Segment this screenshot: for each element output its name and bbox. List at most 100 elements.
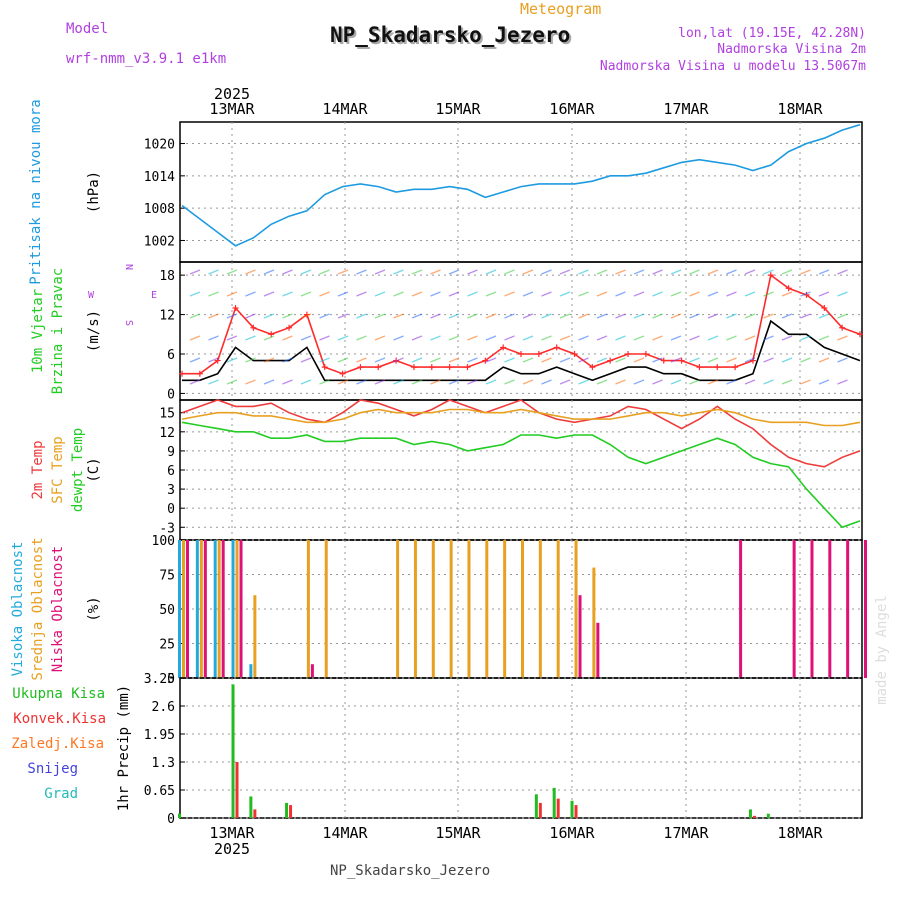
wind-direction-arrow — [541, 335, 552, 341]
cloud-ytick-label: 25 — [159, 638, 175, 653]
wind-direction-arrow — [393, 313, 404, 319]
wind-direction-arrow — [263, 379, 275, 385]
wind-gust-marker — [410, 364, 417, 371]
wind-gust-marker — [464, 364, 471, 371]
cloud-mid_cloud-bar — [574, 540, 578, 678]
cloud-side-label: Srednja Oblacnost — [30, 537, 46, 680]
wind-direction-arrow — [448, 313, 460, 319]
xtick-label-bottom: 16MAR — [549, 824, 595, 842]
wind-gust-marker — [660, 357, 667, 364]
wind-gust-marker — [625, 351, 632, 357]
cloud-low_cloud-bar — [310, 664, 314, 678]
wind-direction-arrow — [522, 379, 534, 385]
wind-direction-arrow — [522, 269, 534, 275]
cloud-high_cloud-bar — [213, 540, 217, 678]
precip-ytick-label: 1.95 — [144, 728, 175, 743]
pressure-ytick-label: 1002 — [144, 234, 175, 249]
wind-direction-arrow — [763, 379, 774, 385]
wind-direction-arrow — [596, 357, 608, 363]
xtick-label-top: 16MAR — [549, 100, 595, 118]
wind-direction-arrow — [559, 335, 571, 341]
wind-gust-marker — [553, 344, 560, 351]
wind-gust-marker — [857, 331, 863, 338]
precip-conv_precip-bar — [253, 809, 257, 818]
wind-direction-arrow — [541, 379, 552, 385]
wind-direction-arrow — [781, 379, 793, 385]
wind-direction-arrow — [726, 379, 737, 385]
wind-direction-arrow — [208, 291, 219, 297]
wind-gust-marker — [196, 370, 203, 377]
wind-direction-arrow — [763, 313, 774, 319]
wind-direction-arrow — [763, 357, 774, 363]
wind-direction-arrow — [504, 313, 515, 319]
wind-direction-arrow — [245, 313, 256, 319]
wind-direction-arrow — [263, 335, 275, 341]
wind-gust-marker — [232, 305, 239, 311]
precip-legend-label: Snijeg — [27, 761, 78, 777]
wind-direction-arrow — [430, 335, 441, 341]
precip-total_precip-bar — [552, 787, 556, 818]
wind-direction-arrow — [726, 357, 737, 363]
wind-direction-arrow — [467, 269, 478, 275]
wind-direction-arrow — [226, 379, 238, 385]
wind-direction-arrow — [448, 291, 460, 297]
wind-direction-arrow — [485, 291, 497, 297]
cloud-mid_cloud-bar — [521, 540, 524, 678]
wind-direction-arrow — [411, 335, 423, 341]
wind-direction-arrow — [300, 335, 312, 341]
wind-direction-arrow — [541, 269, 552, 275]
wind-direction-arrow — [578, 335, 589, 341]
wind-gust-marker — [571, 351, 578, 357]
cloud-high_cloud-bar — [195, 540, 199, 678]
wind-direction-arrow — [522, 335, 534, 341]
wind-direction-arrow — [430, 291, 441, 297]
pressure-frame — [179, 121, 863, 263]
model-elevation-label: Nadmorska Visina u modelu 13.5067m — [600, 59, 866, 74]
wind-direction-arrow — [726, 269, 737, 275]
wind-gust-marker — [428, 364, 435, 371]
wind-direction-arrow — [430, 379, 441, 385]
cloud-low_cloud-bar — [864, 540, 867, 678]
wind-direction-arrow — [522, 357, 534, 363]
wind-gust-marker — [785, 285, 792, 292]
wind-direction-arrow — [245, 335, 256, 341]
temp-ytick-label: 0 — [167, 502, 175, 517]
wind-direction-arrow — [541, 313, 552, 319]
wind-direction-arrow — [633, 379, 645, 385]
wind-direction-arrow — [430, 357, 441, 363]
cloud-mid_cloud-bar — [396, 540, 400, 678]
wind-direction-arrow — [652, 357, 663, 363]
wind-direction-arrow — [726, 291, 737, 297]
wind-direction-arrow — [430, 313, 441, 319]
precip-total_precip-bar — [748, 809, 752, 818]
wind-direction-arrow — [374, 313, 386, 319]
wind-direction-arrow — [633, 357, 645, 363]
cloud-mid_cloud-bar — [556, 540, 560, 678]
temp-side-label: SFC Temp — [50, 436, 66, 503]
model-name: wrf-nmm_v3.9.1 e1km — [66, 51, 226, 67]
wind-direction-arrow — [837, 379, 848, 385]
wind-direction-arrow — [689, 269, 700, 275]
wind-direction-arrow — [319, 269, 330, 275]
wind-direction-arrow — [707, 335, 719, 341]
cloud-high_cloud-bar — [249, 664, 253, 678]
cloud-mid_cloud-bar — [431, 540, 435, 678]
wind-direction-arrow — [430, 269, 441, 275]
pressure-pressure-line — [181, 123, 861, 247]
wind-direction-arrow — [504, 379, 515, 385]
cloud-mid_cloud-bar — [467, 540, 471, 678]
compass-label-w: W — [88, 290, 95, 301]
wind-side-label: 10m Vjetar — [30, 289, 46, 373]
wind-direction-arrow — [467, 357, 478, 363]
wind-direction-arrow — [189, 291, 201, 297]
wind-direction-arrow — [189, 357, 201, 363]
wind-direction-arrow — [337, 313, 349, 319]
wind-direction-arrow — [596, 291, 608, 297]
wind-direction-arrow — [448, 357, 460, 363]
wind-gust-marker — [482, 357, 489, 364]
wind-direction-arrow — [559, 313, 571, 319]
cloud-ytick-label: 100 — [152, 534, 175, 549]
wind-direction-arrow — [263, 313, 275, 319]
xtick-label-bottom: 18MAR — [777, 824, 823, 842]
wind-direction-arrow — [744, 335, 756, 341]
